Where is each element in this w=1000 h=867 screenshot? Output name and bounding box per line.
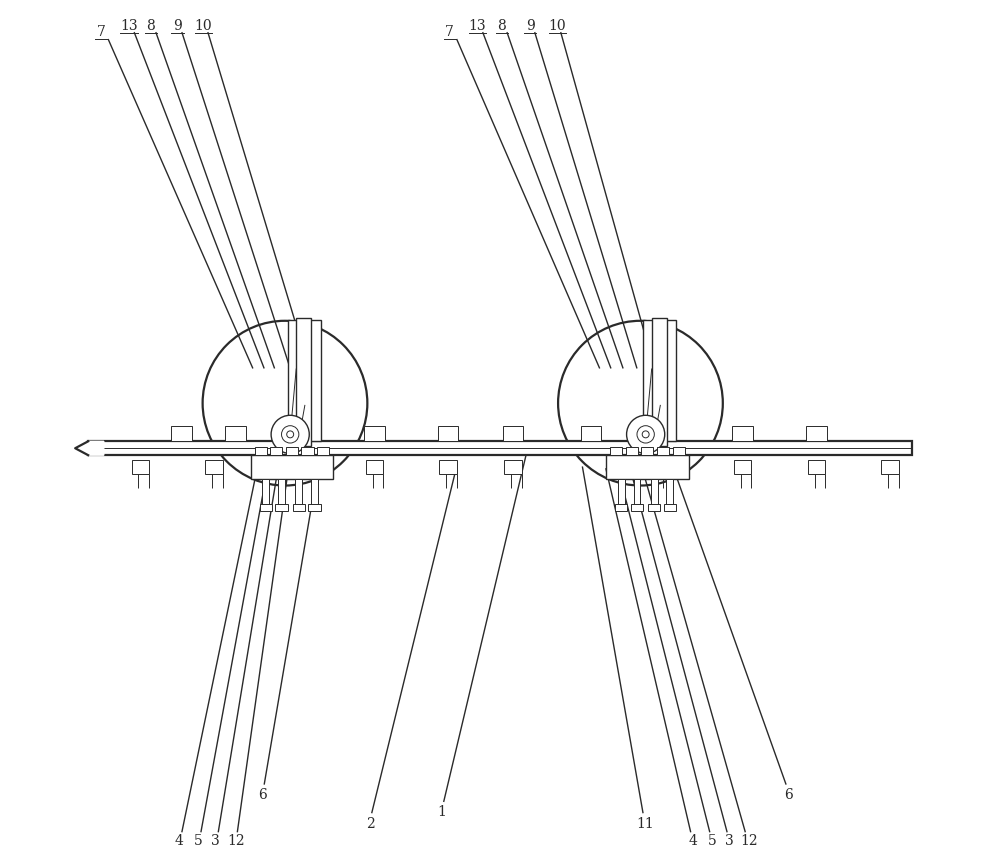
Bar bbox=[504, 460, 522, 474]
Bar bbox=[806, 426, 827, 441]
Text: 2: 2 bbox=[366, 817, 374, 831]
Bar bbox=[171, 426, 192, 441]
Bar bbox=[503, 426, 523, 441]
Bar bbox=[808, 460, 825, 474]
Bar bbox=[132, 460, 149, 474]
Bar bbox=[634, 479, 640, 504]
Text: 9: 9 bbox=[173, 19, 182, 33]
Bar bbox=[648, 504, 660, 511]
Text: 1: 1 bbox=[437, 805, 446, 819]
Bar bbox=[734, 460, 751, 474]
Bar bbox=[439, 460, 457, 474]
Text: 6: 6 bbox=[784, 788, 793, 802]
Bar bbox=[618, 479, 625, 504]
Bar bbox=[295, 479, 302, 504]
Bar bbox=[641, 447, 653, 455]
Polygon shape bbox=[75, 441, 104, 455]
Bar bbox=[673, 447, 685, 455]
Bar bbox=[732, 426, 753, 441]
Bar bbox=[317, 447, 329, 455]
Text: 3: 3 bbox=[725, 834, 734, 848]
Bar bbox=[296, 318, 311, 446]
Circle shape bbox=[282, 426, 299, 443]
Bar bbox=[288, 320, 321, 441]
Text: 9: 9 bbox=[526, 19, 535, 33]
Bar bbox=[255, 447, 267, 455]
Bar bbox=[293, 504, 305, 511]
Text: 7: 7 bbox=[445, 25, 454, 39]
Circle shape bbox=[271, 415, 309, 453]
Text: 4: 4 bbox=[689, 834, 698, 848]
Text: 7: 7 bbox=[97, 25, 106, 39]
Circle shape bbox=[287, 431, 294, 438]
Bar bbox=[251, 455, 333, 479]
Text: 4: 4 bbox=[175, 834, 184, 848]
Text: 8: 8 bbox=[497, 19, 506, 33]
Text: 10: 10 bbox=[195, 19, 212, 33]
Bar bbox=[656, 460, 673, 474]
Bar bbox=[262, 479, 269, 504]
Bar bbox=[615, 504, 627, 511]
Bar bbox=[657, 447, 669, 455]
Bar bbox=[664, 504, 676, 511]
Circle shape bbox=[203, 321, 367, 486]
Bar bbox=[626, 447, 638, 455]
Bar bbox=[631, 504, 643, 511]
Text: 8: 8 bbox=[146, 19, 155, 33]
Circle shape bbox=[642, 431, 649, 438]
Bar bbox=[881, 460, 899, 474]
Text: 11: 11 bbox=[637, 817, 655, 831]
Text: 13: 13 bbox=[469, 19, 486, 33]
Bar bbox=[643, 320, 676, 441]
Bar bbox=[286, 447, 298, 455]
Circle shape bbox=[627, 415, 665, 453]
Bar bbox=[606, 455, 689, 479]
Text: 3: 3 bbox=[211, 834, 220, 848]
Text: 12: 12 bbox=[740, 834, 758, 848]
Bar bbox=[666, 479, 673, 504]
Bar bbox=[225, 426, 246, 441]
Text: 5: 5 bbox=[194, 834, 203, 848]
Bar bbox=[205, 460, 223, 474]
Bar bbox=[311, 479, 318, 504]
Bar bbox=[581, 426, 601, 441]
Bar bbox=[364, 426, 385, 441]
Text: 10: 10 bbox=[548, 19, 566, 33]
Bar bbox=[275, 504, 288, 511]
Bar bbox=[88, 441, 912, 455]
Bar bbox=[308, 504, 321, 511]
Text: 13: 13 bbox=[120, 19, 138, 33]
Bar bbox=[301, 447, 314, 455]
Bar bbox=[654, 426, 675, 441]
Bar bbox=[260, 504, 272, 511]
Bar bbox=[278, 479, 285, 504]
Bar bbox=[610, 447, 622, 455]
Bar bbox=[652, 318, 667, 446]
Circle shape bbox=[637, 426, 654, 443]
Text: 6: 6 bbox=[258, 788, 267, 802]
Bar bbox=[438, 426, 458, 441]
Text: 12: 12 bbox=[228, 834, 245, 848]
Bar bbox=[366, 460, 383, 474]
Bar bbox=[270, 447, 282, 455]
Text: 5: 5 bbox=[708, 834, 717, 848]
Bar bbox=[651, 479, 658, 504]
Circle shape bbox=[558, 321, 723, 486]
